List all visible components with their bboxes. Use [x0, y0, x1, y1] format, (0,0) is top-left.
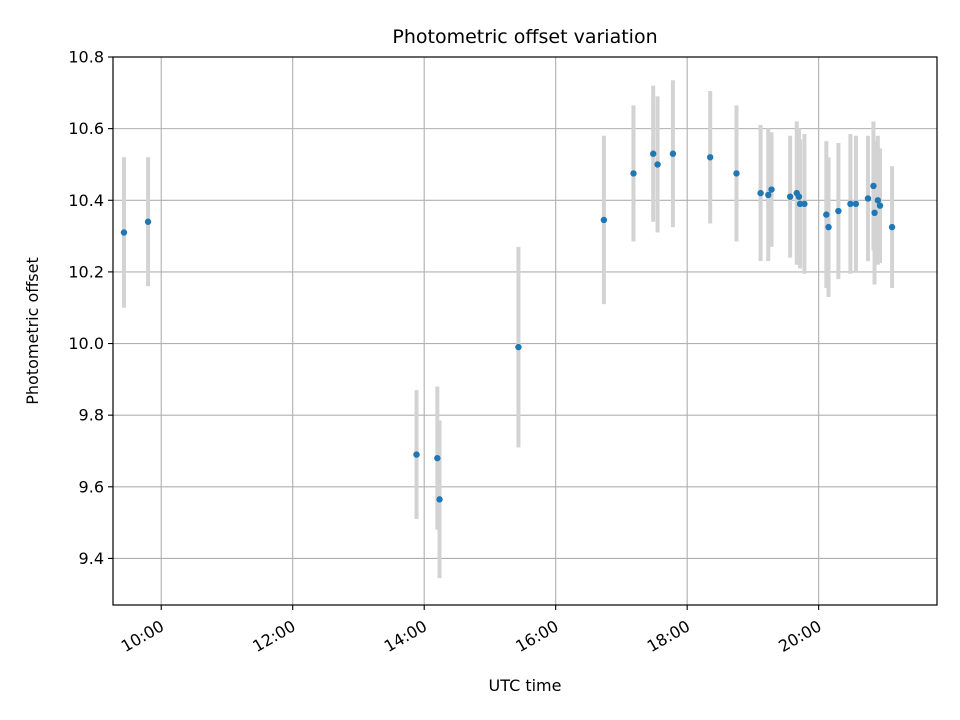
data-point: [823, 211, 830, 218]
data-point: [801, 200, 808, 208]
data-point: [852, 200, 860, 208]
data-point: [847, 200, 854, 208]
data-point: [654, 161, 661, 168]
data-point: [874, 197, 882, 204]
data-point: [434, 454, 441, 462]
data-point: [669, 150, 677, 157]
data-point: [825, 223, 832, 231]
chart-title: Photometric offset variation: [392, 26, 657, 48]
data-point: [733, 170, 740, 177]
data-point: [871, 209, 878, 217]
plot-frame: [112, 56, 938, 606]
data-point: [876, 202, 884, 209]
data-point: [864, 195, 872, 202]
y-tick-label: 10.0: [68, 334, 104, 353]
data-point: [436, 496, 443, 503]
data-point: [835, 207, 842, 215]
y-tick-label: 10.2: [68, 262, 104, 281]
data-point: [768, 186, 775, 193]
y-tick-label: 10.4: [68, 191, 104, 210]
data-point: [144, 218, 152, 225]
y-tick-label: 9.8: [79, 406, 104, 425]
data-point: [795, 193, 803, 200]
data-point: [796, 200, 804, 208]
data-point: [786, 193, 794, 200]
data-point: [650, 150, 657, 157]
x-axis-label: UTC time: [489, 676, 562, 695]
data-point: [706, 154, 714, 161]
data-point: [757, 189, 764, 197]
data-point: [765, 191, 772, 199]
data-point: [870, 182, 877, 190]
y-tick-label: 10.6: [68, 119, 104, 138]
data-point: [630, 170, 637, 177]
data-point: [515, 343, 522, 351]
data-points: [120, 150, 896, 503]
y-axis-label: Photometric offset: [23, 257, 42, 405]
data-point: [600, 216, 608, 224]
y-tick-label: 9.6: [79, 477, 104, 496]
y-tick-label: 10.8: [68, 48, 104, 67]
y-tick-label: 9.4: [79, 549, 104, 568]
data-point: [413, 451, 420, 458]
data-point: [888, 223, 896, 231]
data-point: [120, 229, 128, 236]
